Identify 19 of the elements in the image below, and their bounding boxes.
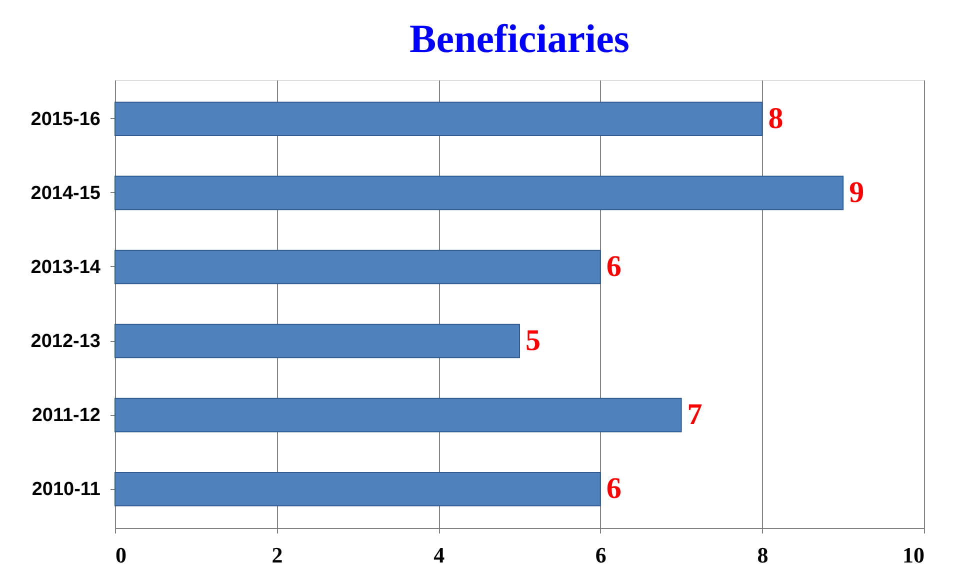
x-tick-label: 2	[272, 542, 283, 568]
y-tick-label: 2013-14	[30, 256, 101, 278]
x-tick-label: 8	[757, 542, 768, 568]
y-tick-label: 2010-11	[32, 479, 101, 500]
x-tick-label: 6	[595, 542, 606, 568]
y-tick-label: 2015-16	[30, 108, 100, 130]
y-tick-label: 2014-15	[30, 182, 101, 204]
data-label: 5	[526, 324, 540, 358]
chart-title: Beneficiaries	[410, 16, 630, 61]
x-tick-label: 0	[116, 542, 126, 568]
y-tick-label: 2012-13	[30, 331, 100, 352]
data-label: 8	[768, 102, 784, 135]
x-tick-label: 10	[902, 542, 924, 568]
x-tick-label: 4	[434, 542, 445, 568]
data-label: 6	[606, 250, 622, 283]
data-label: 6	[606, 472, 622, 506]
data-label: 9	[849, 176, 864, 209]
data-label: 7	[687, 398, 702, 432]
y-tick-label: 2011-12	[32, 405, 100, 426]
